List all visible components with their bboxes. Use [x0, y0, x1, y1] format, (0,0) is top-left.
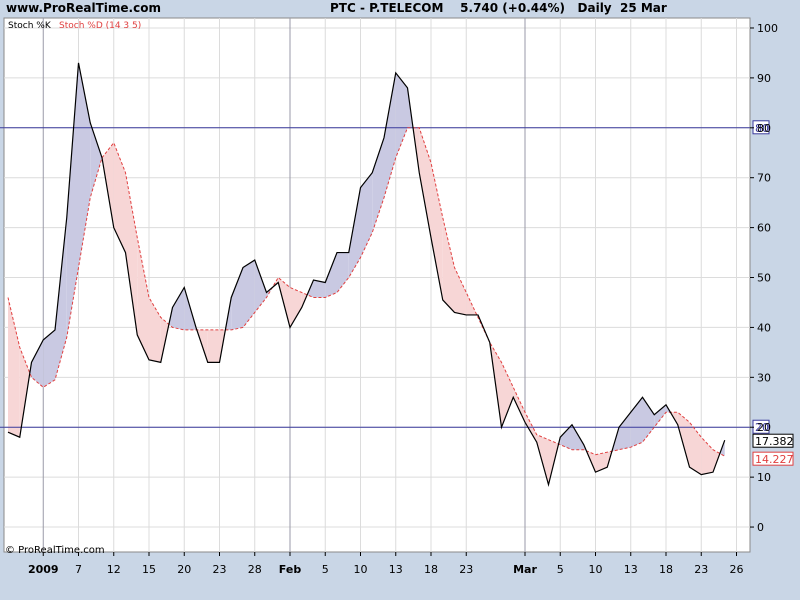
y-tick-label: 30: [757, 371, 771, 384]
fill-segment: [689, 422, 702, 475]
fill-segment: [78, 62, 91, 268]
y-tick-label: 70: [757, 172, 771, 185]
chart-period: Daily 25 Mar: [577, 1, 667, 15]
fill-segment: [137, 237, 149, 360]
fill-segment: [337, 252, 349, 293]
fill-segment: [395, 72, 408, 158]
fill-segment: [313, 280, 326, 298]
x-tick-label: 13: [624, 563, 638, 576]
y-tick-label: 40: [757, 321, 771, 334]
x-tick-label: 18: [424, 563, 438, 576]
y-tick-label: 20: [757, 421, 771, 434]
x-tick-label: 28: [248, 563, 262, 576]
x-tick-label: 5: [322, 563, 329, 576]
fill-segment: [102, 142, 114, 228]
x-tick-label: 10: [589, 563, 603, 576]
fill-segment: [207, 329, 220, 363]
x-tick-label: 20: [177, 563, 191, 576]
y-tick-label: 60: [757, 222, 771, 235]
fill-segment: [31, 339, 44, 388]
x-tick-label: 18: [659, 563, 673, 576]
instrument-name: PTC - P.TELECOM: [330, 1, 444, 15]
x-tick-label: 26: [730, 563, 744, 576]
x-tick-label: 15: [142, 563, 156, 576]
stoch-d-line: [7, 127, 725, 457]
fill-segment: [677, 412, 690, 468]
reference-label-20: 20: [755, 421, 769, 434]
fill-segment: [8, 297, 20, 438]
fill-segment: [149, 297, 161, 363]
fill-segment: [290, 287, 302, 328]
x-tick-label: 2009: [28, 563, 59, 576]
fill-segment: [231, 267, 243, 330]
fill-segment: [560, 424, 572, 450]
last-d-value: 14.227: [755, 453, 794, 466]
fill-segment: [55, 217, 67, 380]
header-bar: www.ProRealTime.com PTC - P.TELECOM 5.74…: [0, 0, 800, 18]
legend-k: Stoch %K: [8, 21, 52, 31]
fill-segment: [66, 62, 79, 338]
fill-segment: [513, 387, 525, 423]
y-tick-label: 50: [757, 272, 771, 285]
reference-label-80: 80: [755, 122, 769, 135]
y-tick-label: 0: [757, 521, 764, 534]
fill-segment: [384, 72, 396, 198]
fill-segment: [125, 172, 138, 335]
fill-segment: [43, 329, 55, 388]
site-name[interactable]: www.ProRealTime.com: [6, 1, 161, 15]
x-tick-label: 13: [389, 563, 403, 576]
y-tick-label: 80: [757, 122, 771, 135]
fill-segment: [372, 137, 384, 233]
x-tick-label: 23: [694, 563, 708, 576]
fill-segment: [360, 172, 373, 258]
fill-segment: [172, 287, 185, 330]
fill-segment: [454, 267, 467, 315]
instrument-info: PTC - P.TELECOM 5.740 (+0.44%) Daily 25 …: [330, 1, 667, 15]
copyright-label: © ProRealTime.com: [5, 545, 105, 556]
x-tick-label: 10: [354, 563, 368, 576]
x-tick-label: 23: [213, 563, 227, 576]
fill-segment: [254, 260, 267, 313]
x-tick-label: Feb: [279, 563, 302, 576]
plot-area: [3, 17, 751, 553]
fill-segment: [431, 162, 443, 300]
last-k-box: [752, 433, 794, 448]
fill-segment: [90, 122, 102, 198]
instrument-price: 5.740 (+0.44%): [460, 1, 565, 15]
last-d-box: [752, 451, 794, 466]
x-tick-label: 23: [459, 563, 473, 576]
x-tick-label: Mar: [513, 563, 537, 576]
fill-segment: [442, 217, 455, 313]
x-tick-label: 7: [75, 563, 82, 576]
last-k-value: 17.382: [755, 435, 794, 448]
y-tick-label: 90: [757, 72, 771, 85]
legend-d: Stoch %D (14 3 5): [59, 21, 141, 31]
fill-segment: [630, 397, 643, 448]
fill-segment: [642, 397, 655, 443]
fill-segment: [619, 412, 631, 450]
fill-segment: [572, 424, 584, 450]
fill-segment: [325, 252, 337, 298]
fill-segment: [243, 260, 255, 328]
fill-segment: [348, 187, 361, 278]
fill-segment: [113, 142, 126, 253]
fill-segment: [595, 452, 608, 473]
fill-segment: [654, 404, 666, 428]
x-tick-label: 5: [557, 563, 564, 576]
x-tick-label: 12: [107, 563, 121, 576]
stoch-k-line: [7, 62, 726, 487]
fill-segment: [501, 362, 514, 428]
y-tick-label: 10: [757, 471, 771, 484]
fill-segment: [19, 347, 30, 438]
y-tick-label: 100: [757, 22, 778, 35]
